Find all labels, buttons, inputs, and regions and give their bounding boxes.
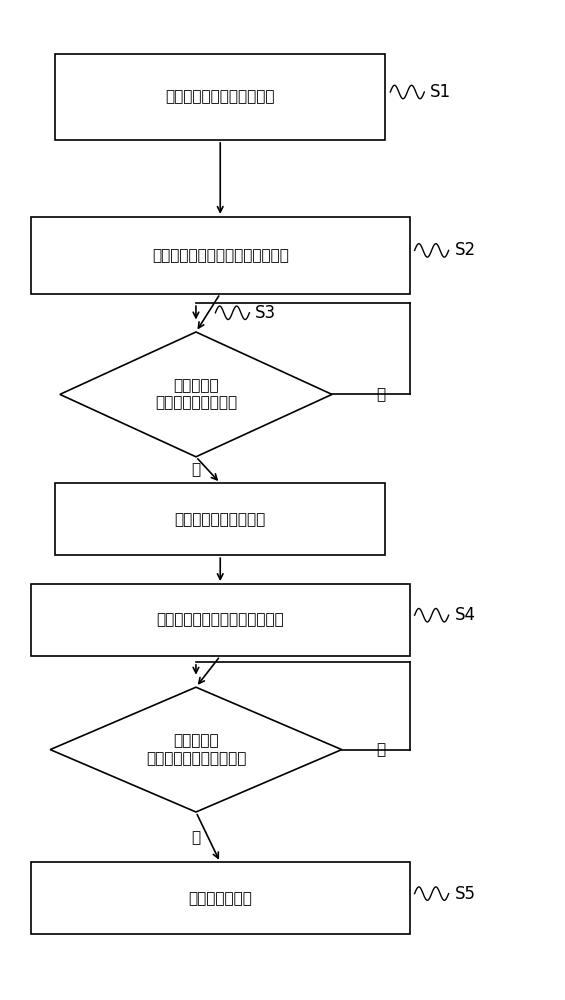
Text: 否: 否 bbox=[376, 742, 385, 757]
Text: 加载新锁屏主题: 加载新锁屏主题 bbox=[188, 891, 252, 906]
Text: S1: S1 bbox=[430, 83, 451, 101]
Text: 等待并检测
是否产生再次触发事件？: 等待并检测 是否产生再次触发事件？ bbox=[146, 733, 246, 766]
Text: S4: S4 bbox=[454, 606, 475, 624]
Polygon shape bbox=[50, 687, 342, 812]
Bar bbox=[55, 483, 385, 555]
Text: 载入多个锁屏主题至手机中: 载入多个锁屏主题至手机中 bbox=[166, 89, 275, 104]
Text: 否: 否 bbox=[376, 387, 385, 402]
Text: 等待并检测
是否产生触发事件？: 等待并检测 是否产生触发事件？ bbox=[155, 378, 237, 411]
Text: 以放大预览方式显示该锁屏主题: 以放大预览方式显示该锁屏主题 bbox=[157, 612, 284, 628]
Text: 是: 是 bbox=[192, 462, 201, 478]
Bar bbox=[31, 584, 410, 656]
Bar bbox=[55, 54, 385, 140]
Text: S3: S3 bbox=[255, 304, 276, 322]
Bar bbox=[31, 862, 410, 934]
Text: 是: 是 bbox=[192, 830, 201, 845]
Text: 触发所对应的锁屏主题: 触发所对应的锁屏主题 bbox=[175, 512, 266, 527]
Polygon shape bbox=[60, 332, 332, 457]
Text: S2: S2 bbox=[454, 241, 476, 259]
Text: 扫描并显示手机内的所有锁屏主题: 扫描并显示手机内的所有锁屏主题 bbox=[152, 248, 289, 263]
Bar bbox=[31, 217, 410, 294]
Text: S5: S5 bbox=[454, 885, 475, 903]
